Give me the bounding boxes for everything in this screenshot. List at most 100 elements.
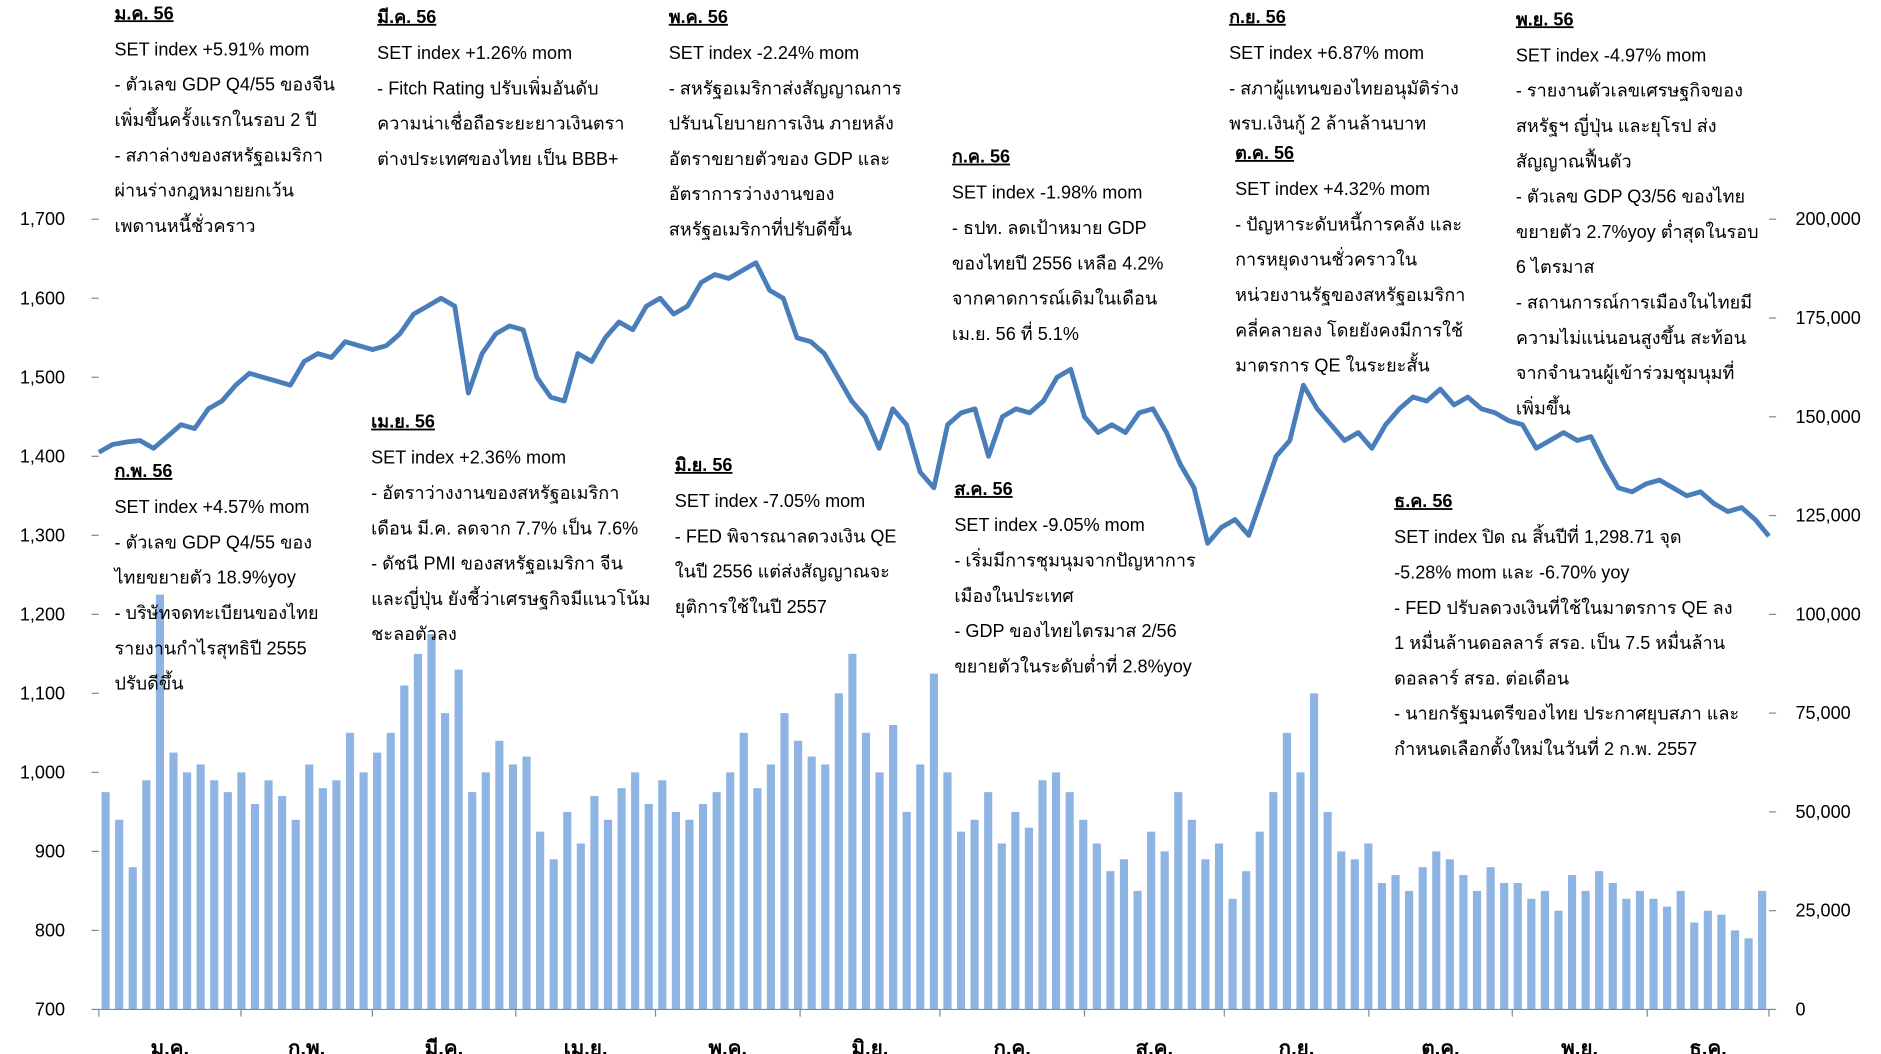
annotations: ม.ค. 56 SET index +5.91% mom - ตัวเลข GDP … <box>112 3 1758 759</box>
volume-bar <box>1038 780 1047 1010</box>
annotation-line: เมืองในประเทศ <box>954 585 1074 606</box>
annotation-line: - ปัญหาระดับหนี้การคลัง และ <box>1235 211 1462 234</box>
y2-tick-label: 50,000 <box>1795 802 1850 822</box>
volume-bar <box>712 792 721 1010</box>
volume-bar <box>576 843 585 1010</box>
bars <box>101 594 1767 1010</box>
volume-bar <box>1676 890 1685 1010</box>
annotation-line: และญี่ปุ่น ยังชี้ว่าเศรษฐกิจมีแนวโน้ม <box>371 586 650 610</box>
annotation-title: ก.ค. 56 <box>952 147 1010 167</box>
annotation-line: SET index +6.87% mom <box>1229 43 1424 63</box>
volume-bar <box>115 819 124 1010</box>
volume-bar <box>1472 890 1482 1010</box>
annotation-line: หน่วยงานรัฐของสหรัฐอเมริกา <box>1235 285 1465 306</box>
annotation-line: เพิ่มขึ้น <box>1516 395 1571 418</box>
volume-bar <box>142 780 151 1010</box>
annotation-title: ก.ย. 56 <box>1229 7 1286 27</box>
x-tick-label: ธ.ค. <box>1689 1037 1727 1054</box>
annotation-line: SET index -4.97% mom <box>1516 45 1706 65</box>
y2-tick-label: 125,000 <box>1795 506 1860 526</box>
volume-bar <box>861 732 871 1010</box>
annotation-title: พ.ย. 56 <box>1516 9 1574 29</box>
y-tick-label: 1,700 <box>20 209 65 229</box>
volume-bar <box>1052 772 1061 1010</box>
volume-bar <box>1432 851 1441 1010</box>
volume-bar <box>481 772 490 1010</box>
annotation-line: ชะลอตัวลง <box>371 624 457 644</box>
y-tick-label: 1,500 <box>20 367 65 387</box>
volume-bar <box>1730 930 1740 1010</box>
volume-bar <box>536 831 545 1010</box>
volume-bar <box>250 803 260 1010</box>
volume-bar <box>468 792 477 1010</box>
annotation-title: มี.ค. 56 <box>377 7 436 27</box>
volume-bar <box>332 780 341 1010</box>
annotation-line: อัตราขยายตัวของ GDP และ <box>669 149 890 169</box>
volume-bar <box>1214 843 1224 1010</box>
y2-tick-label: 100,000 <box>1795 604 1860 624</box>
volume-bar <box>970 819 979 1010</box>
x-tick-label: ม.ค. <box>151 1037 190 1054</box>
annotation-line: SET index +4.57% mom <box>114 497 309 517</box>
volume-bar <box>1201 859 1210 1010</box>
volume-bar <box>101 792 110 1010</box>
volume-bar <box>1350 859 1359 1010</box>
volume-bar <box>196 764 205 1010</box>
volume-bar <box>1364 843 1373 1010</box>
x-tick-label: พ.ค. <box>709 1037 748 1054</box>
annotation-line: ปรับนโยบายการเงิน ภายหลัง <box>669 113 894 134</box>
volume-bar <box>522 756 531 1010</box>
y2-tick-label: 25,000 <box>1795 901 1850 921</box>
annotation-line: - Fitch Rating ปรับเพิ่มอันดับ <box>377 75 598 98</box>
volume-bar <box>278 796 287 1010</box>
annotation-line: - ตัวเลข GDP Q4/55 ของจีน <box>114 75 335 95</box>
annotation-line: ขยายตัวในระดับต่ำที่ 2.8%yoy <box>954 653 1191 676</box>
volume-bar <box>1690 922 1699 1010</box>
volume-bar <box>1581 890 1590 1010</box>
volume-bar <box>1567 875 1577 1010</box>
volume-bar <box>1309 693 1319 1010</box>
annotation-line: SET index +2.36% mom <box>371 448 566 468</box>
volume-bar <box>631 772 640 1010</box>
volume-bar <box>1527 898 1536 1010</box>
volume-bar <box>291 819 300 1010</box>
y-tick-label: 1,100 <box>20 683 65 703</box>
volume-bar <box>1255 831 1264 1010</box>
y2-tick-label: 75,000 <box>1795 703 1850 723</box>
y-tick-label: 900 <box>35 841 65 861</box>
annotation-line: ปรับดีขึ้น <box>114 671 183 694</box>
y-tick-label: 1,600 <box>20 288 65 308</box>
volume-bar <box>984 792 993 1010</box>
volume-bar <box>1595 871 1604 1010</box>
annotation-line: - รายงานตัวเลขเศรษฐกิจของ <box>1516 81 1743 102</box>
annotation-line: - นายกรัฐมนตรีของไทย ประกาศยุบสภา และ <box>1394 703 1739 725</box>
volume-bar <box>1554 910 1563 1010</box>
volume-bar <box>1649 898 1658 1010</box>
volume-bar <box>617 788 626 1010</box>
annotation-line: - ดัชนี PMI ของสหรัฐอเมริกา จีน <box>371 554 623 575</box>
volume-bar <box>1459 875 1468 1010</box>
volume-bar <box>603 819 613 1010</box>
annotation-line: - GDP ของไทยไตรมาส 2/56 <box>954 620 1176 641</box>
annotation-line: เดือน มี.ค. ลดจาก 7.7% เป็น 7.6% <box>371 516 638 538</box>
volume-bar <box>1296 772 1305 1010</box>
volume-bar <box>1391 875 1400 1010</box>
volume-bar <box>834 693 843 1010</box>
annotation-line: สัญญาณฟื้นตัว <box>1516 148 1632 171</box>
annotation-line: SET index -1.98% mom <box>952 183 1142 203</box>
annotation-title: ต.ค. 56 <box>1235 143 1294 163</box>
annotation-line: - FED พิจารณาลดวงเงิน QE <box>675 526 897 546</box>
volume-bar <box>929 673 938 1010</box>
volume-bar <box>726 772 735 1010</box>
volume-bar <box>1282 732 1291 1010</box>
annotation-line: - สหรัฐอเมริกาส่งสัญญาณการ <box>669 78 902 99</box>
volume-bar <box>210 780 219 1010</box>
volume-bar <box>1133 890 1142 1010</box>
annotation: เม.ย. 56 SET index +2.36% mom - อัตราว่างง… <box>371 412 650 645</box>
x-tick-label: ก.ค. <box>993 1037 1030 1054</box>
annotation-line: - FED ปรับลดวงเงินที่ใช้ในมาตรการ QE ลง <box>1394 595 1732 618</box>
annotation-line: ความน่าเชื่อถือระยะยาวเงินตรา <box>377 111 624 134</box>
volume-bar <box>1377 882 1387 1010</box>
annotation-line: SET index +4.32% mom <box>1235 179 1430 199</box>
volume-bar <box>1147 831 1156 1010</box>
